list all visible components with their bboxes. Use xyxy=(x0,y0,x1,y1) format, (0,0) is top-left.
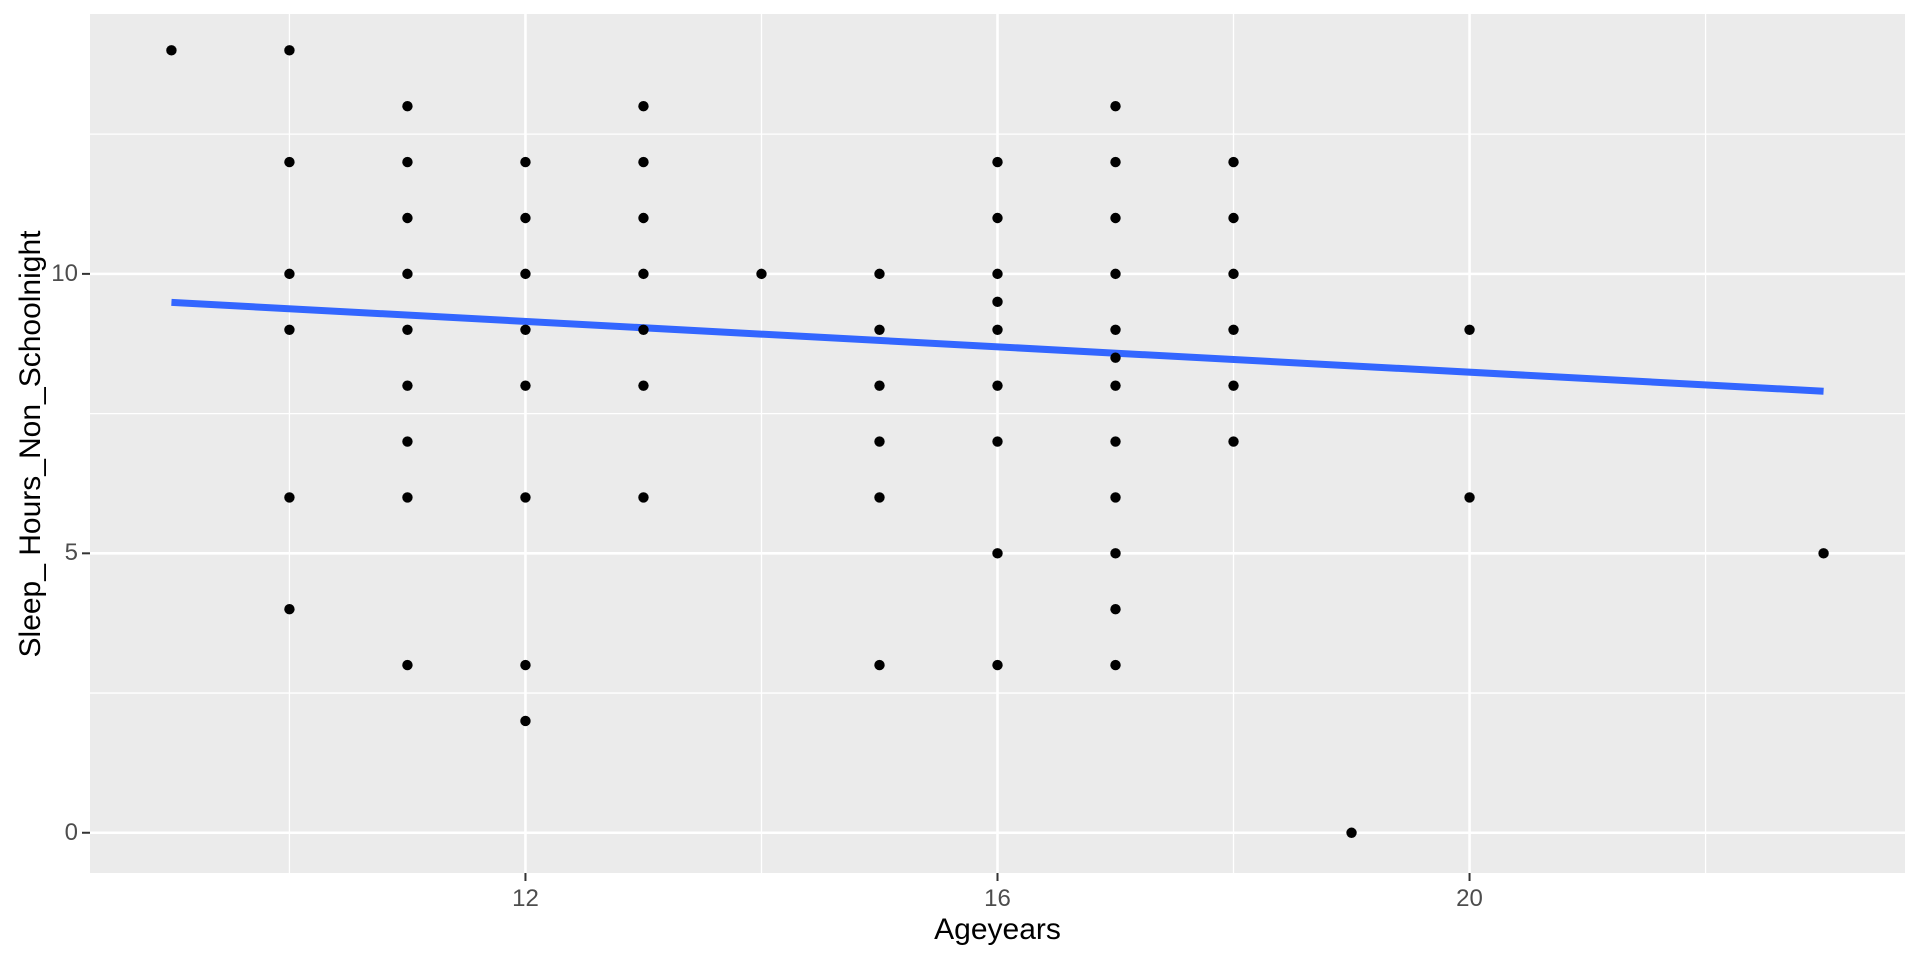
data-point xyxy=(1110,380,1121,391)
data-point xyxy=(284,492,295,503)
data-point xyxy=(874,492,885,503)
data-point xyxy=(166,45,177,56)
data-point xyxy=(1110,268,1121,280)
data-point xyxy=(402,101,413,112)
data-point xyxy=(638,156,649,168)
data-point xyxy=(520,212,531,224)
data-point xyxy=(992,548,1003,559)
y-tick-label-5: 5 xyxy=(64,539,78,567)
data-point xyxy=(1818,548,1829,559)
data-point xyxy=(874,380,885,391)
data-point xyxy=(1110,548,1121,559)
data-point xyxy=(284,156,295,168)
trend-line xyxy=(171,298,1824,395)
data-point xyxy=(1110,212,1121,224)
data-point xyxy=(1110,436,1121,447)
data-point xyxy=(638,268,649,280)
data-point xyxy=(1464,324,1475,335)
data-point xyxy=(874,268,885,280)
data-point xyxy=(284,268,295,280)
data-point xyxy=(992,659,1003,671)
data-point xyxy=(874,436,885,447)
data-point xyxy=(402,324,413,335)
data-point xyxy=(402,156,413,168)
data-point xyxy=(402,436,413,447)
data-point xyxy=(1110,659,1121,671)
data-point xyxy=(402,380,413,391)
data-point xyxy=(402,492,413,503)
data-point xyxy=(992,436,1003,447)
data-point xyxy=(638,101,649,112)
data-point xyxy=(284,45,295,56)
data-point xyxy=(756,268,767,280)
data-point xyxy=(992,212,1003,224)
data-point xyxy=(1346,827,1357,838)
data-point xyxy=(638,324,649,335)
x-tick-label-16: 16 xyxy=(984,885,1011,912)
data-point xyxy=(1110,324,1121,335)
data-point xyxy=(284,324,295,335)
data-point xyxy=(638,212,649,224)
data-point xyxy=(874,659,885,671)
y-tick-label-10: 10 xyxy=(51,259,78,287)
data-point xyxy=(992,324,1003,335)
data-point xyxy=(874,324,885,335)
data-point xyxy=(1110,101,1121,112)
y-tick-label-0: 0 xyxy=(64,818,78,846)
data-point xyxy=(520,715,531,727)
data-point xyxy=(520,156,531,168)
x-axis-title: Ageyears xyxy=(934,913,1061,946)
data-point xyxy=(1228,268,1239,280)
data-point xyxy=(1228,380,1239,391)
x-tick-label-12: 12 xyxy=(512,885,539,912)
y-axis-title: Sleep_ Hours_Non_Schoolnight xyxy=(14,230,47,657)
data-point xyxy=(1228,324,1239,335)
data-point xyxy=(1110,604,1121,615)
data-point xyxy=(402,659,413,671)
data-point xyxy=(992,296,1003,308)
data-point xyxy=(520,492,531,503)
data-point xyxy=(992,268,1003,280)
data-point xyxy=(638,380,649,391)
data-point xyxy=(402,268,413,280)
data-point xyxy=(520,324,531,335)
data-point xyxy=(992,156,1003,168)
data-point xyxy=(1110,492,1121,503)
data-point xyxy=(638,492,649,503)
data-point xyxy=(1228,436,1239,447)
data-point xyxy=(520,268,531,280)
data-point xyxy=(992,380,1003,391)
data-point xyxy=(1228,156,1239,168)
data-point xyxy=(520,659,531,671)
x-tick-label-20: 20 xyxy=(1456,885,1483,912)
data-point xyxy=(402,212,413,224)
data-point xyxy=(1110,352,1121,363)
data-point xyxy=(1228,212,1239,224)
data-point xyxy=(1464,492,1475,503)
data-point xyxy=(1110,156,1121,168)
data-point xyxy=(284,604,295,615)
data-point xyxy=(520,380,531,391)
